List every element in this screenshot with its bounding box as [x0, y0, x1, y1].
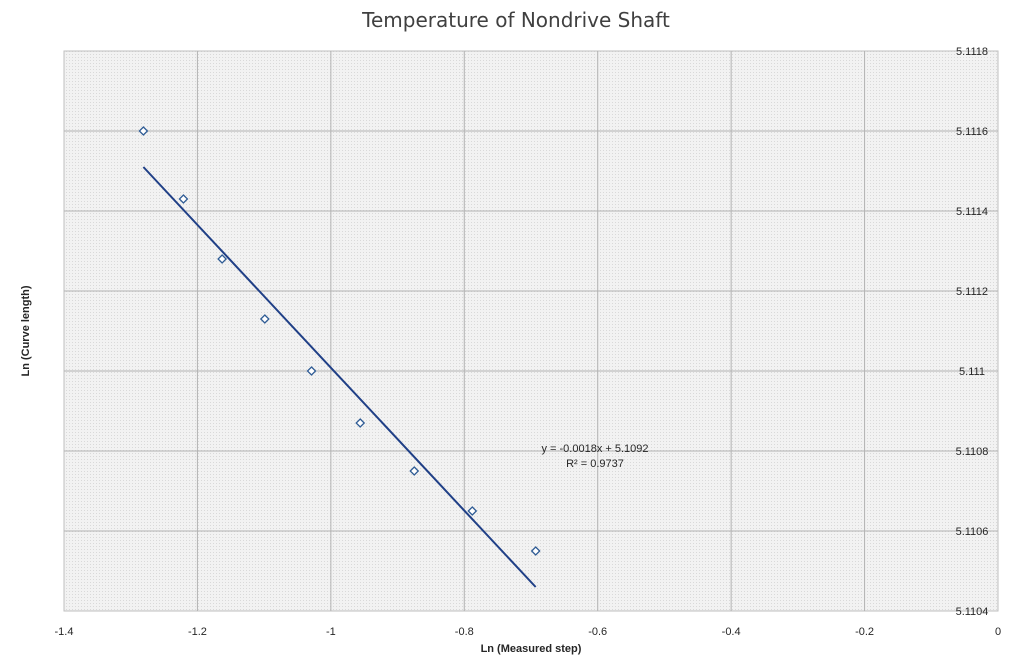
- data-point: [217, 254, 228, 264]
- data-points: [138, 126, 541, 556]
- data-point: [409, 466, 420, 476]
- x-tick-label: -1: [326, 626, 336, 638]
- y-tick-labels: 5.1104 5.1106 5.1108 5.111 5.1112 5.1114 5.111…: [956, 46, 989, 618]
- y-tick-label: 5.1106: [956, 526, 989, 538]
- data-point: [178, 194, 189, 204]
- x-tick-labels: -1.4 -1.2 -1 -0.8 -0.6 -0.4 -0.2 0: [55, 626, 1002, 638]
- x-tick-label: -0.4: [722, 626, 741, 638]
- trendline-equation: y = -0.0018x + 5.1092: [541, 443, 648, 455]
- trendline-group: [142, 166, 537, 588]
- x-tick-label: -0.2: [855, 626, 874, 638]
- x-tick-label: -0.8: [455, 626, 474, 638]
- data-point: [467, 506, 478, 516]
- y-tick-label: 5.1118: [956, 46, 988, 58]
- x-tick-label: 0: [995, 626, 1001, 638]
- y-tick-label: 5.1116: [956, 126, 988, 138]
- y-tick-label: 5.111: [959, 366, 985, 378]
- x-tick-label: -1.2: [188, 626, 207, 638]
- y-tick-label: 5.1114: [956, 206, 988, 218]
- y-axis-title: Ln (Curve length): [20, 285, 32, 376]
- y-tick-label: 5.1112: [956, 286, 988, 298]
- x-axis-title: Ln (Measured step): [481, 643, 582, 655]
- data-point: [355, 418, 366, 428]
- x-tick-label: -1.4: [55, 626, 74, 638]
- trendline-r-squared: R² = 0.9737: [566, 458, 624, 470]
- grid-lines: [64, 51, 998, 611]
- x-tick-label: -0.6: [588, 626, 607, 638]
- data-point: [138, 126, 149, 136]
- data-point: [530, 546, 541, 556]
- chart-title: Temperature of Nondrive Shaft: [361, 8, 670, 32]
- data-point: [259, 314, 270, 324]
- plot-area: [63, 50, 999, 612]
- y-tick-label: 5.1104: [956, 606, 989, 618]
- data-point: [306, 366, 317, 376]
- trendline: [142, 166, 537, 588]
- y-tick-label: 5.1108: [956, 446, 989, 458]
